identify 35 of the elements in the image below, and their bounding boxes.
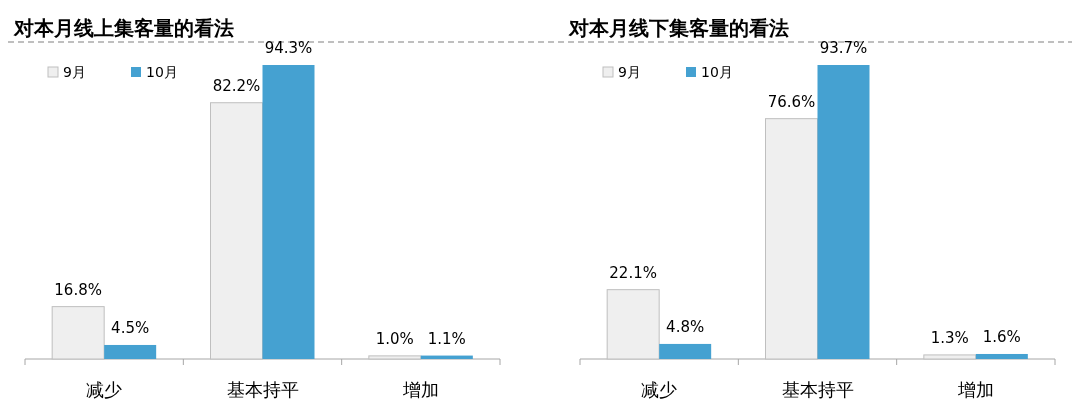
bar (368, 355, 422, 360)
bar (975, 353, 1028, 359)
legend-label: 9月 (63, 64, 86, 80)
bar (923, 354, 977, 360)
data-label: 4.8% (666, 317, 705, 336)
x-tick-label: 基本持平 (781, 379, 854, 400)
legend-label: 10月 (701, 64, 733, 80)
data-label: 1.6% (982, 327, 1021, 346)
data-label: 1.0% (375, 329, 414, 348)
bar (262, 65, 315, 359)
bar (659, 343, 712, 359)
data-label: 82.2% (212, 76, 261, 95)
bar (104, 344, 157, 359)
bar (210, 102, 263, 360)
data-label: 93.7% (819, 39, 868, 57)
x-tick-label: 减少 (86, 379, 123, 400)
data-label: 16.8% (54, 280, 102, 299)
chart-title: 对本月线上集客量的看法 (13, 16, 234, 40)
bar (817, 65, 870, 359)
bar (51, 306, 105, 360)
bar (765, 118, 818, 360)
x-tick-label: 减少 (641, 379, 678, 400)
legend-label: 10月 (146, 64, 178, 80)
data-label: 76.6% (767, 92, 816, 111)
chart-title: 对本月线下集客量的看法 (568, 16, 789, 40)
bar (606, 289, 660, 360)
data-label: 1.1% (427, 329, 466, 348)
legend-label: 9月 (618, 64, 641, 80)
x-tick-label: 增加 (401, 379, 439, 400)
data-label: 4.5% (111, 318, 150, 337)
data-label: 22.1% (609, 263, 657, 282)
data-label: 94.3% (264, 39, 313, 57)
x-tick-label: 增加 (956, 379, 994, 400)
x-tick-label: 基本持平 (226, 379, 299, 400)
data-label: 1.3% (930, 328, 969, 347)
